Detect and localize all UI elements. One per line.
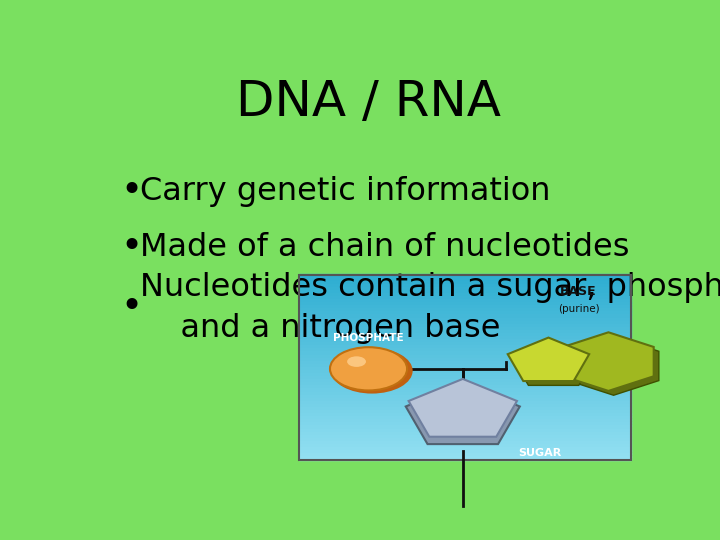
Bar — [300, 296, 631, 300]
Bar — [300, 441, 631, 444]
Bar — [300, 426, 631, 429]
Bar — [300, 348, 631, 352]
Bar — [300, 429, 631, 432]
Bar — [300, 314, 631, 318]
Bar — [300, 302, 631, 306]
Bar — [300, 357, 631, 361]
Text: PHOSPHATE: PHOSPHATE — [333, 333, 404, 342]
Bar — [300, 327, 631, 330]
Text: •: • — [121, 230, 143, 266]
Bar — [300, 447, 631, 450]
Bar — [300, 398, 631, 401]
Bar — [300, 293, 631, 296]
Bar — [300, 290, 631, 293]
Bar — [300, 278, 631, 281]
Bar — [300, 388, 631, 392]
Circle shape — [347, 356, 366, 367]
Bar — [300, 275, 631, 460]
Bar — [300, 287, 631, 290]
Text: Carry genetic information: Carry genetic information — [140, 176, 551, 207]
Bar — [300, 284, 631, 287]
Polygon shape — [508, 338, 589, 381]
Bar — [300, 373, 631, 376]
Bar — [300, 312, 631, 315]
Bar — [300, 392, 631, 395]
Ellipse shape — [331, 348, 413, 394]
Bar — [300, 382, 631, 386]
Bar — [300, 413, 631, 417]
Bar — [300, 450, 631, 454]
Bar — [300, 281, 631, 284]
Bar — [300, 431, 631, 435]
Bar — [300, 330, 631, 333]
Bar — [300, 410, 631, 414]
Bar — [300, 401, 631, 404]
Bar — [300, 299, 631, 302]
Bar — [300, 321, 631, 324]
Bar — [300, 438, 631, 441]
Bar — [300, 364, 631, 367]
Bar — [300, 456, 631, 460]
Text: •: • — [121, 290, 143, 326]
Polygon shape — [406, 383, 520, 444]
Text: Made of a chain of nucleotides: Made of a chain of nucleotides — [140, 232, 630, 264]
Bar — [300, 339, 631, 342]
Bar — [300, 386, 631, 389]
Polygon shape — [568, 336, 659, 395]
Polygon shape — [513, 342, 594, 386]
Bar — [300, 323, 631, 327]
Bar — [300, 352, 631, 355]
Bar — [300, 453, 631, 457]
Bar — [300, 305, 631, 309]
Bar — [300, 342, 631, 346]
Circle shape — [330, 347, 407, 390]
Bar — [300, 376, 631, 380]
Polygon shape — [408, 379, 517, 437]
Bar — [300, 333, 631, 336]
Bar — [300, 444, 631, 448]
Bar — [300, 367, 631, 370]
Text: SUGAR: SUGAR — [518, 448, 562, 458]
Text: •: • — [121, 174, 143, 210]
Text: Nucleotides contain a sugar, phosphate,
    and a nitrogen base: Nucleotides contain a sugar, phosphate, … — [140, 272, 720, 344]
Bar — [300, 355, 631, 358]
Bar — [300, 308, 631, 312]
Text: DNA / RNA: DNA / RNA — [236, 78, 502, 126]
Bar — [300, 379, 631, 383]
Bar — [300, 422, 631, 426]
Text: BASE: BASE — [560, 286, 597, 299]
Bar — [300, 318, 631, 321]
Bar — [300, 370, 631, 374]
Polygon shape — [563, 332, 654, 391]
Bar — [300, 407, 631, 410]
Bar — [300, 345, 631, 349]
Bar — [300, 336, 631, 340]
Bar — [300, 404, 631, 407]
Bar — [300, 395, 631, 398]
Bar — [300, 435, 631, 438]
Bar — [300, 416, 631, 420]
Bar — [300, 419, 631, 423]
Bar — [300, 361, 631, 364]
Bar — [300, 274, 631, 278]
Text: (purine): (purine) — [557, 303, 599, 314]
